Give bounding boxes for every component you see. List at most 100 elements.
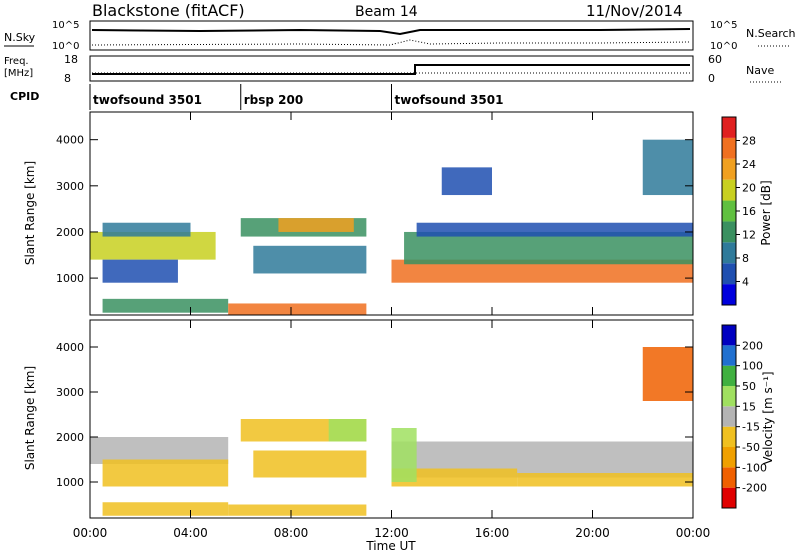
nsearch-trace	[91, 39, 691, 46]
y-tick-label: 1000	[56, 272, 84, 285]
heatmap-cell	[404, 231, 693, 265]
colorbar-swatch	[722, 263, 736, 285]
power-colorbar: 4 8 12 16 20 24 28	[721, 116, 756, 306]
colorbar-swatch	[722, 158, 736, 180]
colorbar-tick-label: 16	[742, 205, 756, 218]
velocity-colorbar: -200 -100 -50 -15 15 50 100 200	[721, 324, 767, 509]
colorbar-tick-label: 8	[742, 252, 749, 265]
colorbar-swatch	[722, 117, 736, 138]
colorbar-swatch	[722, 137, 736, 159]
nsky-panel-frame	[89, 20, 694, 51]
heatmap-cell	[102, 259, 178, 283]
power-y-axis: 1000 2000 3000 4000	[56, 134, 693, 285]
colorbar-swatch	[722, 487, 736, 508]
heatmap-cell	[253, 450, 367, 478]
y-tick-label: 2000	[56, 431, 84, 444]
nave-label: Nave	[746, 64, 774, 77]
freq-trace	[92, 64, 690, 75]
nave-right-tick-top: 60	[708, 53, 722, 66]
colorbar-tick-label: -200	[742, 482, 767, 495]
colorbar-swatch	[722, 447, 736, 468]
y-tick-label: 3000	[56, 180, 84, 193]
colorbar-tick-label: 4	[742, 276, 749, 289]
cpid-segments: twofsound 3501 rbsp 200 twofsound 3501	[89, 84, 504, 110]
freq-label: Freq.	[4, 56, 29, 67]
nsky-left-tick-bottom: 10^0	[52, 41, 79, 52]
colorbar-tick-label: 100	[742, 360, 763, 373]
heatmap-cell	[102, 298, 229, 313]
freq-left-tick-bottom: 8	[64, 72, 71, 85]
colorbar-swatch	[722, 200, 736, 222]
power-y-label: Slant Range [km]	[23, 161, 37, 265]
heatmap-cell	[642, 347, 693, 401]
heatmap-cell	[228, 504, 367, 516]
cpid-segment-label: twofsound 3501	[93, 93, 202, 107]
colorbar-tick-label: -50	[742, 441, 760, 454]
y-tick-label: 4000	[56, 134, 84, 147]
cpid-segment-label: twofsound 3501	[395, 93, 504, 107]
freq-unit-label: [MHz]	[4, 68, 33, 79]
velocity-heatmap	[90, 347, 693, 516]
colorbar-frame	[721, 324, 737, 509]
cpid-label: CPID	[10, 90, 39, 103]
colorbar-tick-label: -100	[742, 461, 767, 474]
power-colorbar-label: Power [dB]	[759, 180, 773, 245]
date-title: 11/Nov/2014	[586, 2, 683, 20]
velocity-colorbar-label: Velocity [m s⁻¹]	[761, 371, 775, 464]
power-heatmap	[90, 139, 693, 315]
nave-right-tick-bottom: 0	[708, 72, 715, 85]
x-tick-label: 12:00	[374, 526, 409, 540]
heatmap-cell	[102, 459, 229, 487]
colorbar-swatch	[722, 179, 736, 201]
velocity-y-label: Slant Range [km]	[23, 366, 37, 470]
colorbar-tick-label: 28	[742, 135, 756, 148]
heatmap-cell	[416, 222, 693, 237]
nsky-left-tick-top: 10^5	[52, 20, 79, 31]
colorbar-swatch	[722, 284, 736, 305]
heatmap-cell	[253, 245, 367, 274]
y-tick-label: 3000	[56, 386, 84, 399]
heatmap-cell	[391, 468, 518, 487]
colorbar-swatch	[722, 426, 736, 447]
nsky-right-tick-top: 10^5	[710, 20, 737, 31]
colorbar-tick-label: -15	[742, 421, 760, 434]
heatmap-cell	[102, 222, 191, 237]
heatmap-cell	[642, 139, 693, 196]
x-tick-label: 00:00	[676, 526, 711, 540]
colorbar-swatch	[722, 365, 736, 386]
colorbar-swatch	[722, 242, 736, 264]
velocity-y-axis: 1000 2000 3000 4000	[56, 341, 693, 489]
colorbar-swatch	[722, 345, 736, 366]
nsearch-label: N.Search	[746, 27, 796, 40]
freq-panel-frame	[89, 55, 694, 82]
heatmap-cell	[102, 502, 229, 516]
x-axis: 00:00 04:00 08:00 12:00 16:00 20:00 00:00	[73, 112, 711, 540]
colorbar-swatch	[722, 406, 736, 427]
x-tick-label: 04:00	[173, 526, 208, 540]
heatmap-cell	[391, 259, 693, 283]
colorbar-tick-label: 20	[742, 182, 756, 195]
beam-title: Beam 14	[355, 4, 418, 20]
x-tick-label: 16:00	[475, 526, 510, 540]
colorbar-tick-label: 15	[742, 400, 756, 413]
x-tick-label: 20:00	[575, 526, 610, 540]
colorbar-swatch	[722, 386, 736, 407]
heatmap-cell	[228, 303, 367, 315]
velocity-panel-background	[90, 320, 693, 518]
colorbar-tick-label: 50	[742, 380, 756, 393]
colorbar-swatch	[722, 467, 736, 488]
heatmap-cell	[278, 218, 354, 232]
colorbar-swatch	[722, 221, 736, 243]
x-tick-label: 08:00	[274, 526, 309, 540]
x-axis-label: Time UT	[365, 539, 416, 553]
nsky-trace	[91, 28, 691, 36]
colorbar-tick-label: 200	[742, 339, 763, 352]
freq-left-tick-top: 18	[64, 53, 78, 66]
colorbar-swatch	[722, 325, 736, 346]
station-title: Blackstone (fitACF)	[92, 1, 245, 20]
colorbar-tick-label: 12	[742, 229, 756, 242]
heatmap-cell	[328, 419, 367, 442]
heatmap-cell	[391, 428, 417, 482]
x-tick-label: 00:00	[73, 526, 108, 540]
